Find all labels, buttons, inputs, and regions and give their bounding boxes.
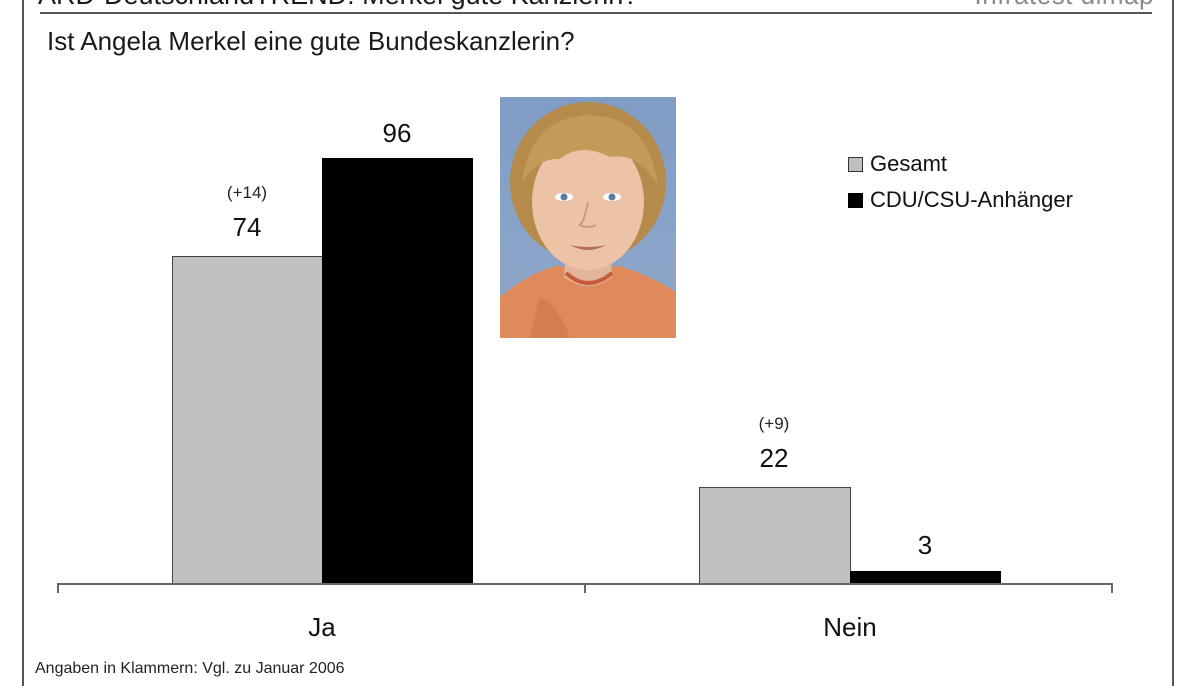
legend-label: Gesamt bbox=[870, 151, 948, 176]
delta-nein-gesamt: (+9) bbox=[758, 414, 790, 433]
value-ja-cdu-csu: 96 bbox=[382, 118, 412, 148]
bar-nein-cdu-csu bbox=[850, 571, 1001, 584]
footnote: Angaben in Klammern: Vgl. zu Januar 2006 bbox=[35, 660, 345, 677]
value-ja-gesamt: 74 bbox=[232, 212, 262, 242]
delta-ja-gesamt: (+14) bbox=[226, 183, 268, 202]
gray-swatch-icon bbox=[848, 156, 863, 172]
bar-nein-gesamt bbox=[699, 487, 851, 584]
source-label: Infratest dimap bbox=[975, 0, 1154, 11]
value-nein-cdu-csu: 3 bbox=[917, 530, 933, 560]
chart-title: ARD-DeutschlandTREND: Merkel gute Kanzle… bbox=[38, 0, 638, 11]
legend-label: CDU/CSU-Anhänger bbox=[870, 187, 1073, 212]
merkel-photo bbox=[500, 97, 676, 338]
category-label-nein: Nein bbox=[823, 612, 877, 642]
x-axis-tick bbox=[584, 583, 586, 593]
legend-item-cdu-csu: CDU/CSU-Anhänger bbox=[848, 182, 1073, 218]
title-divider bbox=[40, 12, 1152, 14]
chart-question: Ist Angela Merkel eine gute Bundeskanzle… bbox=[47, 26, 575, 56]
chart-legend: Gesamt CDU/CSU-Anhänger bbox=[848, 146, 1073, 218]
black-swatch-icon bbox=[848, 192, 863, 208]
legend-item-gesamt: Gesamt bbox=[848, 146, 1073, 182]
x-axis-tick bbox=[1111, 583, 1113, 593]
chart-frame bbox=[22, 0, 1174, 686]
bar-ja-gesamt bbox=[172, 256, 323, 584]
bar-ja-cdu-csu bbox=[322, 158, 473, 584]
value-nein-gesamt: 22 bbox=[759, 443, 789, 473]
x-axis-tick bbox=[57, 583, 59, 593]
portrait-icon bbox=[500, 102, 676, 338]
category-label-ja: Ja bbox=[308, 612, 336, 642]
